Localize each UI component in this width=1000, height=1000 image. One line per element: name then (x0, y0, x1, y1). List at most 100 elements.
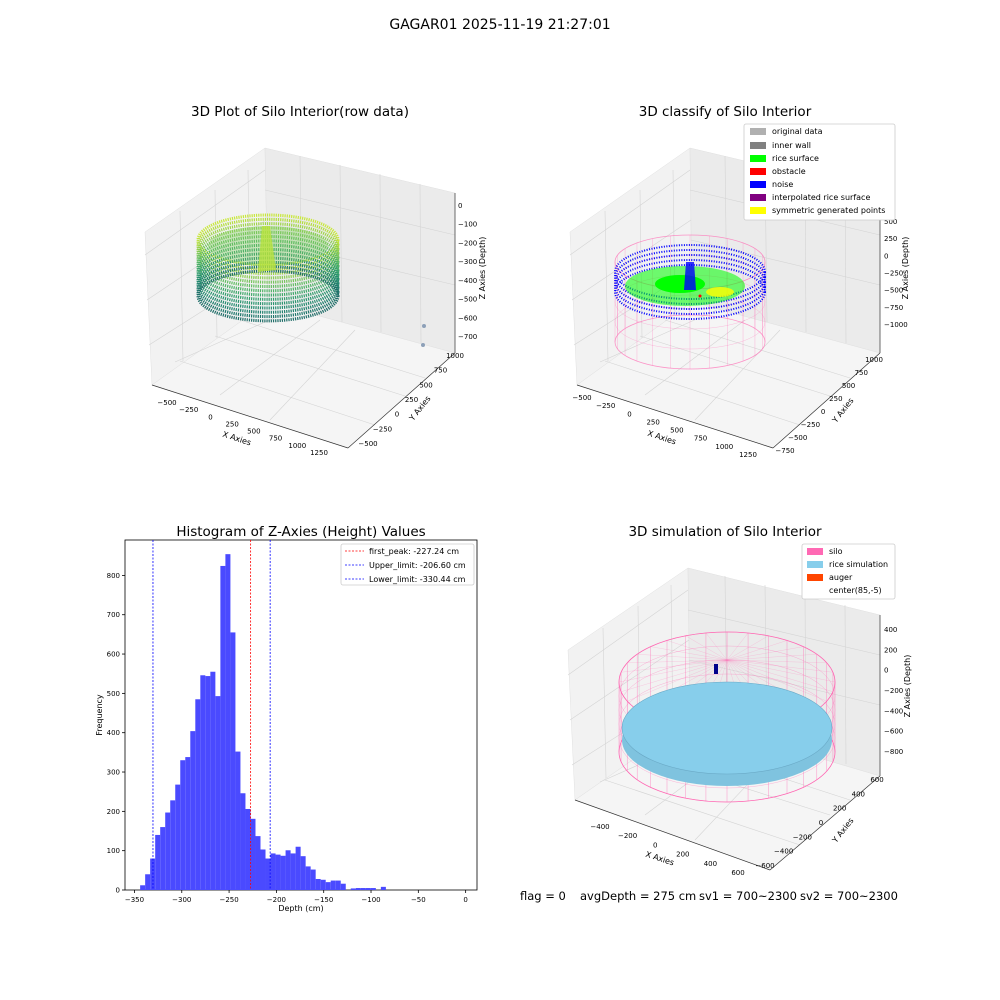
z-tick-label: −600 (458, 314, 477, 322)
grid-line (599, 309, 718, 363)
z-tick-label: −300 (458, 258, 477, 266)
outlier-point (421, 343, 425, 347)
legend-interpolated: interpolated rice surface (772, 193, 870, 202)
histogram-bar (210, 671, 216, 890)
histogram-ylabel: Frequency (95, 694, 104, 736)
y-tick-label: −600 (755, 862, 774, 870)
silo-wire (627, 659, 728, 702)
rice-surface-points (655, 275, 705, 293)
z-tick-label: 200 (884, 646, 897, 654)
y-tick-label: 200 (833, 805, 846, 813)
legend-swatch-obstacle (750, 168, 766, 175)
histogram-bar (290, 853, 296, 890)
histogram-bar (295, 846, 301, 890)
silo-wire (726, 632, 749, 661)
z-tick-label: −100 (458, 221, 477, 229)
histogram-bar (225, 554, 231, 890)
legend-first-peak: first_peak: -227.24 cm (369, 547, 459, 556)
z-tick-label: −250 (884, 270, 903, 278)
y-tick-label: 1000 (865, 356, 883, 364)
status-avg-depth: avgDepth = 275 cm (580, 889, 697, 903)
y-tick-label: 300 (107, 769, 120, 777)
silo-wire (627, 659, 728, 664)
histogram-bar (165, 812, 171, 890)
simulation-render (618, 631, 836, 803)
grid-line (571, 219, 692, 301)
silo-wire (666, 640, 728, 661)
y-tick-label: 1000 (446, 352, 464, 360)
axis-line (576, 384, 774, 449)
plot4-title: 3D simulation of Silo Interior (628, 524, 822, 540)
y-tick-label: 0 (395, 411, 399, 419)
histogram-bar (200, 675, 206, 890)
histogram-xlabel: Depth (cm) (278, 904, 323, 913)
histogram-bar (145, 874, 151, 890)
histogram-bar (195, 699, 201, 890)
y-tick-label: 0 (821, 408, 825, 416)
x-tick-label: 0 (208, 413, 212, 421)
histogram-bar (240, 793, 246, 890)
y-tick-label: 250 (405, 396, 418, 404)
histogram-bar (220, 565, 226, 890)
silo-wire (726, 635, 769, 661)
grid-line (604, 210, 609, 362)
legend-swatch-silo (807, 548, 823, 555)
histogram-chart: −350 −300 −250 −200 −150 −100 −50 0 0 100 200 300 4… (95, 539, 478, 913)
x-tick-label: −150 (314, 896, 333, 904)
x-tick-label: 750 (694, 435, 707, 443)
z-tick-label: 0 (458, 202, 462, 210)
legend-original-data: original data (772, 127, 823, 136)
legend-swatch-interpolated (750, 194, 766, 201)
histogram-bar (320, 879, 326, 890)
x-tick-label: 250 (225, 420, 238, 428)
legend-upper-limit: Upper_limit: -206.60 cm (369, 561, 466, 570)
legend-swatch-rice-surface (750, 155, 766, 162)
y-tick-label: 700 (107, 611, 120, 619)
z-tick-label: −700 (458, 333, 477, 341)
rice-simulation-surface (621, 681, 833, 775)
histogram-bar (355, 888, 361, 890)
outlier-point (422, 324, 426, 328)
x-tick-label: −250 (179, 406, 198, 414)
z-tick-label: 500 (884, 218, 897, 226)
noise-points (614, 259, 766, 315)
legend-obstacle: obstacle (772, 167, 806, 176)
status-sv1: sv1 = 700~2300 (699, 889, 797, 903)
x-tick-label: 0 (463, 896, 467, 904)
grid-line (179, 210, 184, 362)
histogram-bar (380, 886, 386, 890)
histogram-bar (245, 808, 251, 890)
histogram-bar (340, 883, 346, 890)
y-tick-label: 500 (842, 382, 855, 390)
y-tick-label: 500 (419, 381, 432, 389)
y-tick-label: −750 (775, 447, 794, 455)
histogram-bar (275, 854, 281, 890)
histogram-bar (255, 836, 261, 890)
legend-swatch-auger (807, 574, 823, 581)
z-tick-label: 0 (884, 667, 888, 675)
legend-swatch-original (750, 128, 766, 135)
silo-wire (621, 659, 728, 673)
histogram-bar (300, 856, 306, 890)
legend-center: center(85,-5) (829, 586, 882, 595)
x-tick-label: 1000 (288, 442, 306, 450)
y-axis-label: Y Axies (830, 816, 856, 845)
z-tick-label: −800 (884, 748, 903, 756)
grid-line (214, 335, 406, 397)
x-tick-label: 0 (627, 410, 631, 418)
axis-line (574, 799, 771, 871)
legend-swatch-rice-sim (807, 561, 823, 568)
axis-line (347, 352, 456, 449)
y-tick-label: 400 (852, 790, 865, 798)
silo-wire (726, 646, 804, 661)
histogram-bar (360, 888, 366, 890)
legend-rice-surface: rice surface (772, 154, 819, 163)
histogram-bar (185, 757, 191, 890)
grid-line (567, 589, 689, 676)
plot2-title: 3D classify of Silo Interior (638, 104, 812, 120)
grid-line (239, 319, 426, 379)
z-tick-label: −750 (884, 304, 903, 312)
histogram-bar (205, 676, 211, 890)
obstacle-points (258, 226, 276, 272)
